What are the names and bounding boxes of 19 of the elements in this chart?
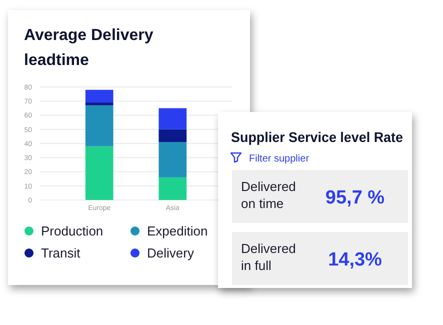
text: Filter supplier [249,154,310,164]
text: 14,3% [328,250,382,271]
text: 95,7 % [325,188,385,209]
bar [85,102,114,106]
bar [85,146,114,200]
text: Supplier Service level Rate [231,129,410,145]
legend-label: Delivery [147,246,194,261]
bar [158,129,187,142]
bar [158,177,187,200]
bar [158,142,187,178]
text: Delivered on time [241,179,296,211]
bar [158,108,187,130]
bar [85,105,114,146]
text: Delivered in full [241,241,296,273]
legend-label: Expedition [147,224,208,239]
bar [85,90,114,103]
legend-label: Production [41,224,104,239]
chart-title: Average Delivery leadtime [24,27,154,69]
legend-label: Transit [41,246,81,261]
